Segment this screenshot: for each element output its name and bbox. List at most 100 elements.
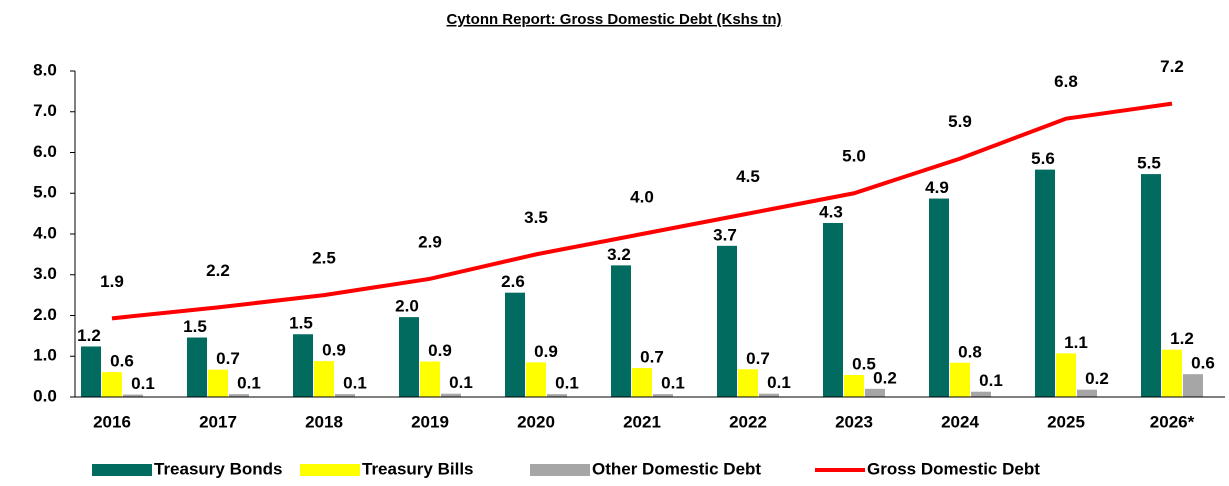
data-label: 2.5 [312,249,336,268]
data-label: 0.7 [640,348,664,367]
data-label: 0.7 [746,349,770,368]
y-tick-label: 0.0 [33,386,57,405]
data-label: 0.6 [110,352,134,371]
data-label: 3.7 [713,225,737,244]
bar [653,394,673,397]
y-tick-label: 1.0 [33,346,57,365]
data-label: 0.1 [661,374,685,393]
data-label: 0.1 [767,373,791,392]
data-label: 0.1 [449,373,473,392]
data-label: 6.8 [1054,72,1078,91]
bar [950,362,970,397]
data-label: 2.9 [418,232,442,251]
bar [81,346,101,397]
y-tick-label: 4.0 [33,223,57,242]
bar [547,394,567,397]
data-label: 1.9 [100,272,124,291]
data-label: 2.0 [395,297,419,316]
x-tick-label: 2020 [517,412,555,431]
data-label: 3.2 [607,245,631,264]
data-label: 4.0 [630,187,654,206]
data-label: 1.1 [1064,333,1088,352]
data-label: 0.7 [216,349,240,368]
data-label: 3.5 [524,208,548,227]
data-label: 4.5 [736,167,760,186]
data-label: 5.6 [1031,149,1055,168]
bar [1056,353,1076,397]
legend-swatch [300,464,360,476]
data-label: 7.2 [1160,57,1184,76]
bar [314,361,334,397]
data-label: 4.9 [925,178,949,197]
bar [632,368,652,397]
bar [441,393,461,397]
x-tick-label: 2022 [729,412,767,431]
bar [1183,374,1203,397]
bar [717,245,737,397]
data-label: 0.1 [555,374,579,393]
x-tick-label: 2019 [411,412,449,431]
bar [1141,174,1161,397]
legend-label: Treasury Bills [362,459,474,478]
y-tick-label: 8.0 [33,60,57,79]
bar [738,369,758,397]
data-label: 0.9 [428,341,452,360]
data-label: 0.9 [534,342,558,361]
data-label: 5.9 [948,112,972,131]
x-tick-label: 2025 [1047,412,1085,431]
data-label: 4.3 [819,202,843,221]
data-label: 2.2 [206,261,230,280]
legend-label: Other Domestic Debt [592,459,761,478]
data-label: 0.1 [343,374,367,393]
data-label: 1.2 [77,326,101,345]
bar [759,393,779,397]
x-tick-label: 2016 [93,412,131,431]
data-label: 0.1 [131,374,155,393]
data-label: 0.1 [979,371,1003,390]
legend-swatch [92,464,152,476]
bar [971,391,991,397]
bar [208,369,228,397]
legend-label: Treasury Bonds [154,459,283,478]
y-tick-label: 5.0 [33,183,57,202]
x-tick-label: 2021 [623,412,661,431]
data-label: 0.5 [852,354,876,373]
data-label: 0.2 [873,368,897,387]
line [111,101,1173,321]
bar [229,394,249,397]
legend-label: Gross Domestic Debt [867,459,1040,478]
bar [187,337,207,397]
chart-title: Cytonn Report: Gross Domestic Debt (Kshs… [446,11,781,28]
data-label: 1.5 [183,317,207,336]
y-tick-label: 6.0 [33,142,57,161]
data-label: 0.9 [322,341,346,360]
bar [929,198,949,397]
data-label: 2.6 [501,272,525,291]
bar [823,222,843,397]
x-tick-label: 2023 [835,412,873,431]
data-label: 1.2 [1170,329,1194,348]
x-tick-label: 2024 [941,412,979,431]
bar [399,317,419,397]
bar [505,292,525,397]
data-label: 5.5 [1137,154,1161,173]
y-tick-label: 7.0 [33,101,57,120]
bar [1035,169,1055,397]
bar [865,388,885,397]
x-tick-label: 2026* [1150,412,1195,431]
bar [420,361,440,397]
data-label: 1.5 [289,314,313,333]
bar [611,265,631,397]
bar [1077,389,1097,397]
bar [526,362,546,397]
bar [335,394,355,397]
data-label: 0.8 [958,342,982,361]
bar [844,374,864,397]
x-tick-label: 2017 [199,412,237,431]
y-tick-label: 3.0 [33,264,57,283]
bar [293,334,313,397]
data-label: 0.6 [1191,354,1215,373]
data-label: 0.2 [1085,369,1109,388]
